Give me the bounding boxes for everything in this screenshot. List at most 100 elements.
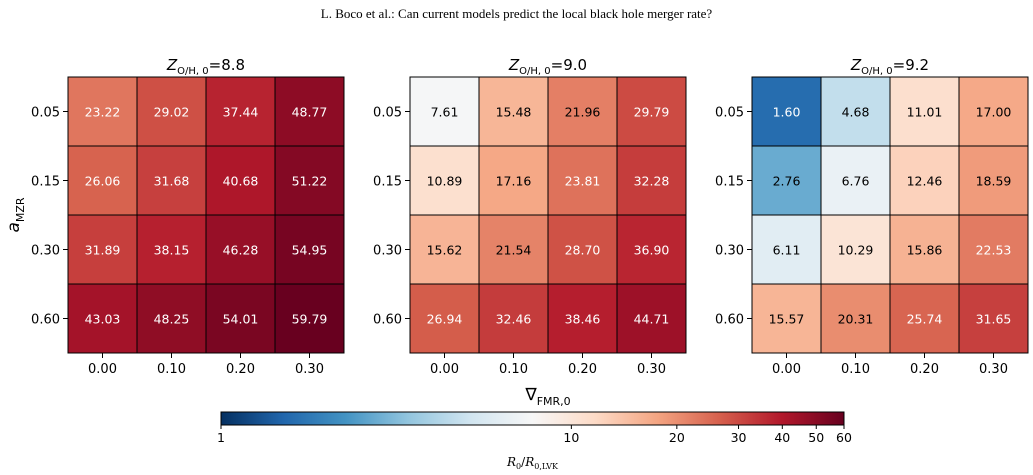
x-tick-label: 0.20 [910, 362, 939, 377]
y-tick-label: 0.15 [31, 175, 60, 190]
heatmap-cell [820, 145, 891, 216]
colorbar-tick-label: 10 [563, 430, 579, 445]
heatmap-cell [616, 76, 687, 147]
cell-value-label: 25.74 [907, 312, 943, 327]
cell-value-label: 36.90 [634, 243, 670, 258]
heatmap-cell [889, 214, 960, 285]
cell-value-label: 22.53 [976, 243, 1012, 258]
cell-value-label: 32.46 [496, 312, 532, 327]
heatmap-cell [274, 145, 345, 216]
y-axis-label: aMZR [4, 197, 27, 232]
x-tick-label: 0.30 [295, 362, 324, 377]
cell-value-label: 15.48 [496, 105, 532, 120]
heatmap-cell [820, 214, 891, 285]
heatmap-cell [958, 283, 1029, 354]
heatmap-cell [136, 283, 207, 354]
y-tick-label: 0.60 [715, 313, 744, 328]
y-tick-label: 0.15 [373, 175, 402, 190]
y-tick-label: 0.05 [31, 106, 60, 121]
x-tick-label: 0.30 [637, 362, 666, 377]
cell-value-label: 31.89 [85, 243, 121, 258]
heatmap-cell [889, 283, 960, 354]
heatmap-cell [547, 145, 618, 216]
y-tick-label: 0.30 [715, 244, 744, 259]
heatmap-cell [547, 283, 618, 354]
cell-value-label: 23.22 [85, 105, 121, 120]
heatmap-cell [205, 283, 276, 354]
heatmap-cell [616, 283, 687, 354]
heatmap-cell [274, 214, 345, 285]
cell-value-label: 44.71 [634, 312, 670, 327]
heatmap-cell [67, 145, 138, 216]
heatmap-cell [547, 76, 618, 147]
heatmap-cell [958, 145, 1029, 216]
heatmap-panel-2: ZO/H, 0=9.0 7.61 15.48 21.96 29.79 10.89 17.16… [373, 56, 687, 377]
cell-value-label: 37.44 [223, 105, 259, 120]
colorbar-tick-label: 50 [808, 430, 824, 445]
cell-value-label: 29.79 [634, 105, 670, 120]
panel-title: ZO/H, 0=9.2 [850, 56, 929, 77]
cell-value-label: 32.28 [634, 174, 670, 189]
cell-value-label: 43.03 [85, 312, 121, 327]
cell-value-label: 12.46 [907, 174, 943, 189]
heatmap-cell [205, 214, 276, 285]
cell-value-label: 23.81 [565, 174, 601, 189]
heatmap-cell [409, 145, 480, 216]
panel-title: ZO/H, 0=9.0 [508, 56, 587, 77]
x-tick-label: 0.10 [499, 362, 528, 377]
heatmap-cell [67, 214, 138, 285]
y-tick-label: 0.30 [31, 244, 60, 259]
x-tick-label: 0.30 [979, 362, 1008, 377]
cell-value-label: 17.00 [976, 105, 1012, 120]
heatmap-cell [616, 145, 687, 216]
heatmap-cell [478, 145, 549, 216]
colorbar-tick-label: 30 [731, 430, 747, 445]
x-axis-label: ∇FMR,0 [524, 385, 570, 408]
x-tick-label: 0.10 [841, 362, 870, 377]
heatmap-cell [478, 76, 549, 147]
cell-value-label: 31.65 [976, 312, 1012, 327]
cell-value-label: 40.68 [223, 174, 259, 189]
cell-value-label: 38.15 [154, 243, 190, 258]
cell-value-label: 46.28 [223, 243, 259, 258]
cell-value-label: 10.89 [427, 174, 463, 189]
cell-value-label: 38.46 [565, 312, 601, 327]
cell-value-label: 48.77 [292, 105, 328, 120]
cell-value-label: 6.76 [842, 174, 870, 189]
cell-value-label: 15.86 [907, 243, 943, 258]
x-tick-label: 0.00 [772, 362, 801, 377]
cell-value-label: 26.94 [427, 312, 463, 327]
heatmap-panel-1: ZO/H, 0=8.8 23.22 29.02 37.44 48.77 26.06 31.6… [31, 56, 345, 377]
cell-value-label: 1.60 [773, 105, 801, 120]
panel-frame [67, 76, 345, 354]
cell-value-label: 11.01 [907, 105, 943, 120]
heatmap-cell [409, 283, 480, 354]
cell-value-label: 20.31 [838, 312, 874, 327]
heatmap-panel-3: ZO/H, 0=9.2 1.60 4.68 11.01 17.00 2.76 6.76 12.… [715, 56, 1029, 377]
heatmap-cell [547, 214, 618, 285]
cell-value-label: 29.02 [154, 105, 190, 120]
x-tick-label: 0.10 [157, 362, 186, 377]
y-tick-label: 0.30 [373, 244, 402, 259]
cell-value-label: 54.95 [292, 243, 328, 258]
heatmap-cell [205, 145, 276, 216]
cell-value-label: 51.22 [292, 174, 328, 189]
heatmap-cell [889, 76, 960, 147]
colorbar: 1 10 20 30 40 50 60 R0/R0,LVK [217, 411, 852, 471]
heatmap-cell [67, 283, 138, 354]
y-tick-label: 0.05 [715, 106, 744, 121]
cell-value-label: 28.70 [565, 243, 601, 258]
y-tick-label: 0.60 [373, 313, 402, 328]
x-tick-label: 0.20 [226, 362, 255, 377]
cell-value-label: 4.68 [842, 105, 870, 120]
cell-value-label: 15.62 [427, 243, 463, 258]
cell-value-label: 10.29 [838, 243, 874, 258]
cell-value-label: 54.01 [223, 312, 259, 327]
x-tick-label: 0.00 [430, 362, 459, 377]
heatmap-cell [889, 145, 960, 216]
heatmap-cell [751, 145, 822, 216]
colorbar-gradient [220, 411, 845, 426]
cell-value-label: 59.79 [292, 312, 328, 327]
y-tick-label: 0.15 [715, 175, 744, 190]
